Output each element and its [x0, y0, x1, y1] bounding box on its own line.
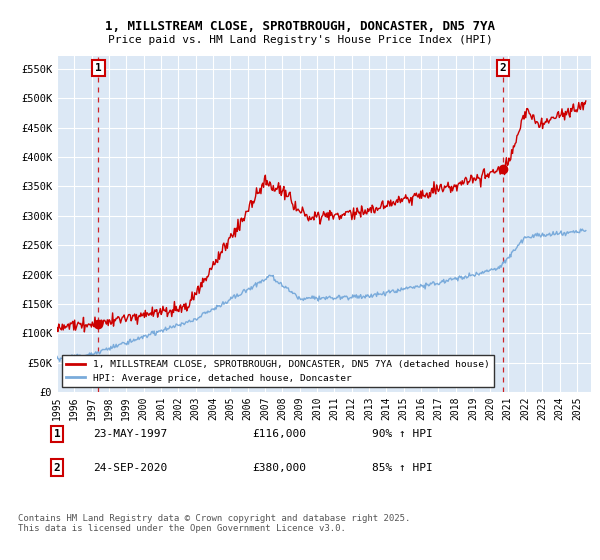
- Text: 1: 1: [95, 63, 102, 73]
- Text: 85% ↑ HPI: 85% ↑ HPI: [372, 463, 433, 473]
- Text: Price paid vs. HM Land Registry's House Price Index (HPI): Price paid vs. HM Land Registry's House …: [107, 35, 493, 45]
- Text: £380,000: £380,000: [252, 463, 306, 473]
- Text: 23-MAY-1997: 23-MAY-1997: [93, 429, 167, 439]
- Text: 24-SEP-2020: 24-SEP-2020: [93, 463, 167, 473]
- Text: 2: 2: [500, 63, 506, 73]
- Text: Contains HM Land Registry data © Crown copyright and database right 2025.
This d: Contains HM Land Registry data © Crown c…: [18, 514, 410, 533]
- Text: 1, MILLSTREAM CLOSE, SPROTBROUGH, DONCASTER, DN5 7YA: 1, MILLSTREAM CLOSE, SPROTBROUGH, DONCAS…: [105, 20, 495, 32]
- Text: £116,000: £116,000: [252, 429, 306, 439]
- Text: 1: 1: [53, 429, 61, 439]
- Legend: 1, MILLSTREAM CLOSE, SPROTBROUGH, DONCASTER, DN5 7YA (detached house), HPI: Aver: 1, MILLSTREAM CLOSE, SPROTBROUGH, DONCAS…: [62, 355, 494, 388]
- Text: 2: 2: [53, 463, 61, 473]
- Text: 90% ↑ HPI: 90% ↑ HPI: [372, 429, 433, 439]
